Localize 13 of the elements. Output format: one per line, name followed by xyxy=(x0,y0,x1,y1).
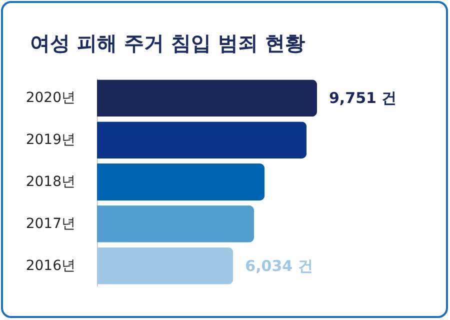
y-tick-label: 2016년 xyxy=(26,258,76,274)
y-tick-label: 2018년 xyxy=(26,174,76,190)
bar xyxy=(97,205,254,242)
y-tick-label: 2020년 xyxy=(26,90,76,106)
bar xyxy=(97,80,317,117)
bar xyxy=(97,164,265,200)
y-tick-label: 2019년 xyxy=(26,132,76,148)
bar xyxy=(97,122,307,159)
bar xyxy=(97,247,234,284)
chart-title: 여성 피해 주거 침입 범죄 현황 xyxy=(30,30,305,57)
data-label: 6,034 건 xyxy=(245,256,313,275)
data-label: 9,751 건 xyxy=(329,89,397,108)
y-tick-label: 2017년 xyxy=(26,216,76,232)
